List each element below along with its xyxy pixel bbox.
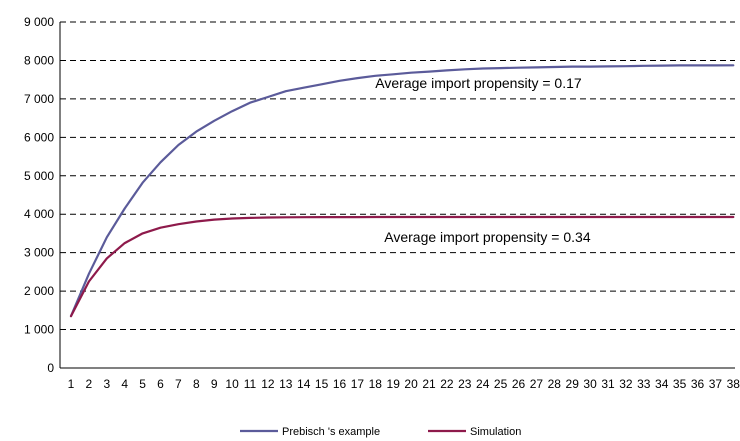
y-tick-label: 8 000 <box>24 53 54 67</box>
y-tick-label: 1 000 <box>24 323 54 337</box>
x-tick-label: 29 <box>566 377 580 391</box>
x-tick-label: 26 <box>512 377 526 391</box>
x-tick-label: 8 <box>193 377 200 391</box>
x-tick-label: 30 <box>583 377 597 391</box>
x-tick-label: 27 <box>530 377 544 391</box>
x-tick-label: 34 <box>655 377 669 391</box>
y-axis-tick-labels: 0 1 000 2 000 3 000 4 000 5 000 6 000 7 000 8 00… <box>24 15 54 375</box>
x-tick-label: 22 <box>440 377 454 391</box>
x-tick-label: 19 <box>387 377 401 391</box>
x-tick-label: 13 <box>279 377 293 391</box>
y-tick-label: 7 000 <box>24 92 54 106</box>
annotation-label-1: Average import propensity = 0.17 <box>375 75 582 91</box>
x-axis-tick-labels: 1 2 3 4 5 6 7 8 9 10 11 12 13 14 15 16 17 18 19 20 21 22 23 24 2… <box>68 377 740 391</box>
y-tick-label: 0 <box>47 361 54 375</box>
x-tick-label: 2 <box>86 377 93 391</box>
x-tick-label: 6 <box>157 377 164 391</box>
x-tick-label: 11 <box>244 377 257 391</box>
x-tick-label: 16 <box>333 377 347 391</box>
y-tick-label: 5 000 <box>24 169 54 183</box>
x-tick-label: 32 <box>619 377 633 391</box>
y-tick-label: 6 000 <box>24 130 54 144</box>
x-tick-label: 7 <box>175 377 182 391</box>
legend-label: Prebisch 's example <box>282 426 380 438</box>
y-tick-label: 4 000 <box>24 207 54 221</box>
x-tick-label: 21 <box>422 377 436 391</box>
x-tick-label: 17 <box>351 377 365 391</box>
y-tick-label: 9 000 <box>24 15 54 29</box>
annotation-label-2: Average import propensity = 0.34 <box>384 229 591 245</box>
x-tick-label: 9 <box>211 377 218 391</box>
series-line-simulation <box>69 215 735 318</box>
x-tick-label: 31 <box>601 377 615 391</box>
x-tick-label: 35 <box>673 377 687 391</box>
x-tick-label: 20 <box>404 377 418 391</box>
x-tick-label: 4 <box>121 377 128 391</box>
x-tick-label: 25 <box>494 377 508 391</box>
legend: Prebisch 's example Simulation <box>240 426 521 438</box>
gridlines <box>60 21 735 331</box>
x-tick-label: 23 <box>458 377 472 391</box>
x-tick-label: 18 <box>369 377 383 391</box>
x-tick-label: 12 <box>261 377 275 391</box>
x-tick-label: 5 <box>139 377 146 391</box>
x-tick-label: 33 <box>637 377 651 391</box>
x-tick-label: 15 <box>315 377 329 391</box>
x-tick-label: 14 <box>297 377 311 391</box>
x-tick-label: 1 <box>68 377 75 391</box>
x-tick-label: 38 <box>727 377 740 391</box>
x-tick-label: 36 <box>691 377 705 391</box>
x-tick-label: 24 <box>476 377 490 391</box>
series-layer <box>69 64 735 318</box>
legend-label: Simulation <box>470 426 521 438</box>
x-tick-label: 10 <box>225 377 239 391</box>
x-tick-label: 37 <box>709 377 723 391</box>
x-tick-label: 3 <box>103 377 110 391</box>
y-tick-label: 2 000 <box>24 284 54 298</box>
series-line-prebisch-example <box>69 64 735 318</box>
annotation-layer: Average import propensity = 0.17 Average … <box>375 75 591 245</box>
x-tick-label: 28 <box>548 377 562 391</box>
y-tick-label: 3 000 <box>24 246 54 260</box>
